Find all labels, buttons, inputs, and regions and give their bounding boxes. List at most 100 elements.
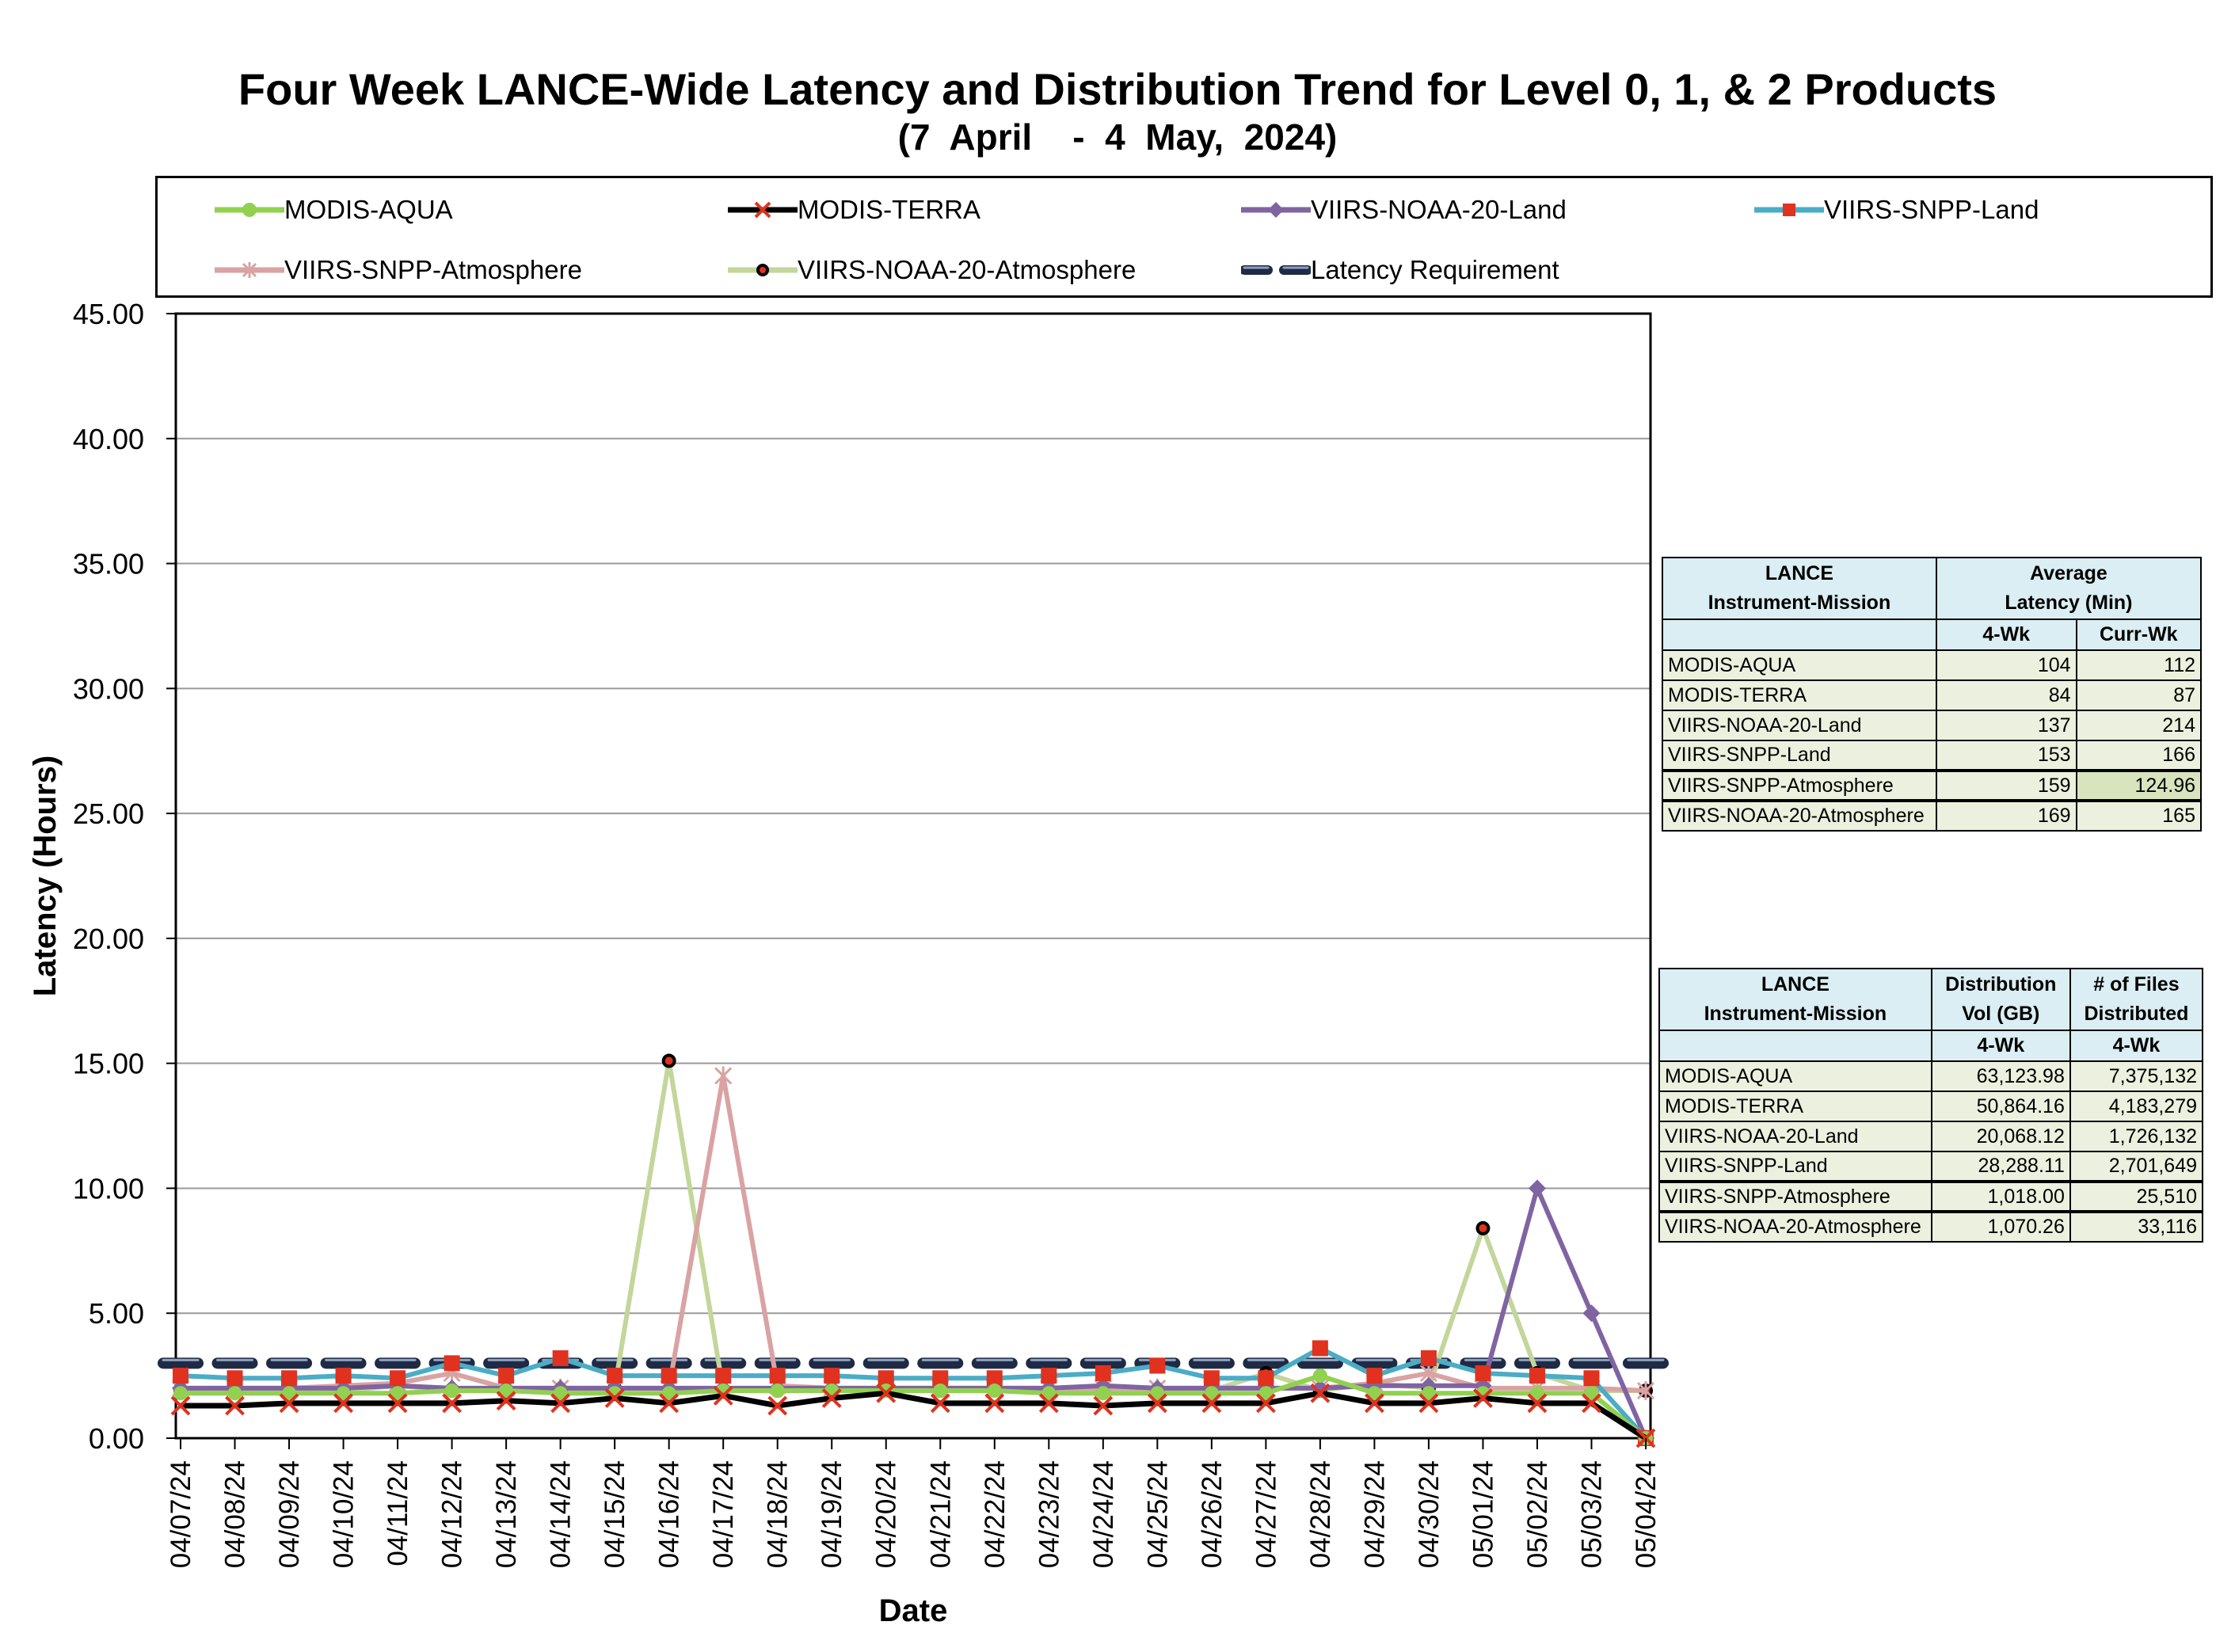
- latency-table-header-latency: Average Latency (Min): [1935, 557, 2203, 620]
- y-tick-label: 20.00: [73, 923, 144, 955]
- data-point: [335, 1368, 352, 1384]
- legend-line-star-icon: [215, 262, 284, 278]
- table-row: VIIRS-NOAA-20-Atmosphere 169 165: [1662, 799, 2203, 832]
- latency-table-subheader-4wk: 4-Wk: [1935, 619, 2077, 651]
- latency-table: LANCE Instrument-Mission Average Latency (…: [1662, 557, 2203, 832]
- chart-subtitle: (7 April - 4 May, 2024): [897, 116, 1338, 158]
- series-modis-aqua: [173, 1368, 1653, 1445]
- data-point: [1583, 1370, 1600, 1387]
- data-point: [713, 1385, 733, 1406]
- data-point: [1364, 1393, 1384, 1414]
- table-row: VIIRS-NOAA-20-Atmosphere 1,070.26 33,116: [1658, 1210, 2204, 1243]
- data-point: [1582, 1304, 1601, 1323]
- series-line: [181, 1058, 1646, 1394]
- data-point: [1041, 1386, 1057, 1401]
- legend-label: VIIRS-SNPP-Atmosphere: [284, 255, 582, 284]
- data-point: [552, 1350, 569, 1367]
- legend-line-diamond-icon: [1241, 202, 1311, 218]
- data-point: [1312, 1368, 1327, 1384]
- x-tick-label: 05/01/24: [1468, 1460, 1498, 1568]
- data-point: [1367, 1386, 1382, 1401]
- data-point: [986, 1370, 1003, 1387]
- data-point: [333, 1393, 353, 1414]
- series-viirs-snpp-atmosphere: [171, 1066, 1655, 1401]
- x-tick-label: 05/04/24: [1631, 1460, 1662, 1568]
- y-axis-label: Latency (Hours): [28, 756, 63, 997]
- data-point: [984, 1393, 1005, 1414]
- x-tick-label: 04/10/24: [329, 1460, 360, 1568]
- table-row: MODIS-AQUA 104 112: [1662, 649, 2203, 681]
- x-tick-label: 04/30/24: [1414, 1460, 1445, 1568]
- x-tick-label: 04/27/24: [1251, 1460, 1281, 1568]
- data-point: [876, 1383, 897, 1403]
- data-point: [1529, 1368, 1545, 1384]
- data-point: [767, 1395, 788, 1416]
- data-point: [1420, 1350, 1437, 1367]
- data-point: [1255, 1393, 1276, 1414]
- series-line: [181, 1186, 1648, 1440]
- data-point: [1529, 1386, 1544, 1401]
- x-tick-label: 05/03/24: [1576, 1460, 1607, 1568]
- data-point: [714, 1066, 733, 1086]
- data-point: [715, 1368, 732, 1384]
- data-point: [933, 1384, 948, 1399]
- x-tick-label: 04/28/24: [1305, 1460, 1336, 1568]
- data-point: [442, 1393, 463, 1414]
- data-point: [824, 1368, 840, 1384]
- legend-item-viirs-snpp-atmosphere: VIIRS-SNPP-Atmosphere: [215, 254, 582, 286]
- legend-line-x-icon: [728, 201, 798, 219]
- data-point: [444, 1384, 459, 1399]
- data-point: [496, 1391, 516, 1411]
- x-axis-label: Date: [879, 1593, 948, 1628]
- y-tick-label: 15.00: [73, 1048, 144, 1080]
- data-point: [1582, 1393, 1601, 1414]
- data-point: [390, 1370, 406, 1387]
- data-point: [1258, 1386, 1274, 1401]
- legend-label: Latency Requirement: [1311, 255, 1559, 284]
- data-point: [550, 1393, 571, 1414]
- table-row: VIIRS-SNPP-Atmosphere 159 124.96: [1662, 769, 2203, 801]
- x-tick-label: 04/15/24: [600, 1460, 630, 1568]
- data-point: [1041, 1368, 1057, 1384]
- data-point: [390, 1386, 405, 1401]
- data-point: [1473, 1388, 1493, 1408]
- data-point: [1584, 1386, 1599, 1401]
- legend-label: MODIS-AQUA: [284, 195, 453, 224]
- x-tick-label: 04/20/24: [871, 1460, 902, 1568]
- table-row: MODIS-TERRA 84 87: [1662, 679, 2203, 711]
- data-point: [930, 1393, 950, 1414]
- data-point: [1528, 1179, 1546, 1197]
- distribution-table-subheader-blank: [1658, 1030, 1932, 1062]
- latency-table-header-mission: LANCE Instrument-Mission: [1662, 557, 1937, 620]
- plot-area-border: [174, 312, 1652, 1440]
- x-tick-label: 04/22/24: [980, 1460, 1011, 1568]
- y-tick-label: 30.00: [73, 672, 144, 705]
- legend-item-viirs-noaa20-atmosphere: VIIRS-NOAA-20-Atmosphere: [728, 254, 1136, 286]
- x-tick-label: 04/21/24: [925, 1460, 956, 1568]
- legend-item-modis-terra: MODIS-TERRA: [728, 194, 980, 226]
- data-point-center: [664, 1056, 673, 1065]
- legend-label: VIIRS-NOAA-20-Atmosphere: [798, 255, 1137, 284]
- data-point: [553, 1386, 568, 1401]
- data-point: [1258, 1370, 1274, 1387]
- table-row: MODIS-TERRA 50,864.16 4,183,279: [1658, 1091, 2204, 1122]
- data-point: [1201, 1393, 1222, 1414]
- data-point: [987, 1384, 1002, 1399]
- data-point: [281, 1370, 298, 1387]
- x-tick-label: 04/18/24: [763, 1460, 794, 1568]
- legend-label: MODIS-TERRA: [798, 195, 980, 224]
- data-point: [173, 1386, 188, 1401]
- data-point: [1095, 1386, 1110, 1401]
- data-point: [1150, 1386, 1165, 1401]
- data-point: [661, 1386, 676, 1401]
- data-point: [607, 1368, 623, 1384]
- series-line: [180, 1346, 1648, 1441]
- data-point: [173, 1368, 188, 1384]
- y-tick-label: 5.00: [89, 1297, 144, 1330]
- distribution-table-subheader-vol: 4-Wk: [1930, 1030, 2071, 1062]
- data-point: [279, 1393, 299, 1414]
- x-tick-label: 04/07/24: [166, 1460, 196, 1568]
- legend-line-dot-icon: [728, 264, 798, 276]
- data-point: [1527, 1393, 1548, 1414]
